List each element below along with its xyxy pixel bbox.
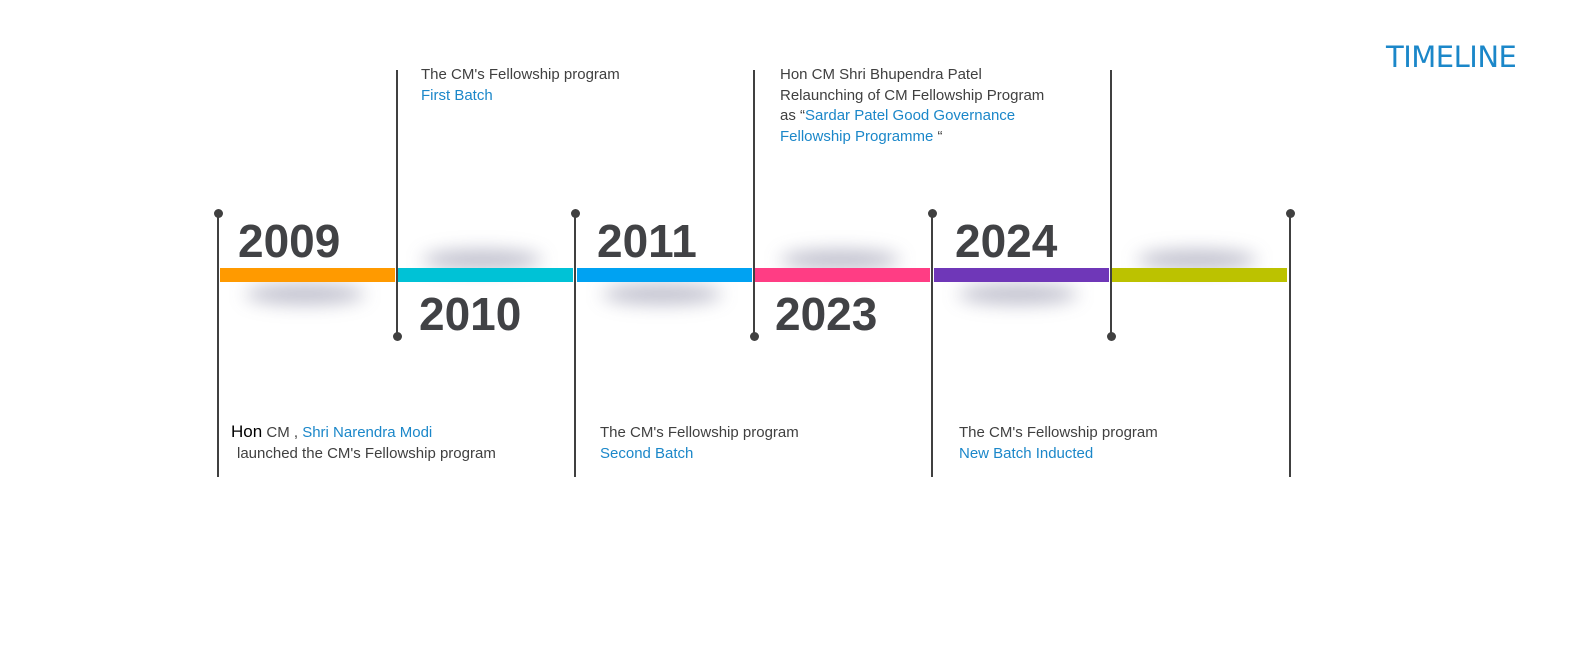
caption-highlight: Shri Narendra Modi [302, 424, 433, 441]
caption-line: launched the CM's Fellowship program [237, 444, 496, 462]
caption-highlight: First Batch [421, 86, 493, 104]
year-label-2009: 2009 [238, 215, 341, 267]
connector-line-2010 [396, 70, 398, 336]
event-caption-2009: Hon CM , Shri Narendra Modi launched the… [231, 422, 496, 464]
segment-shadow [602, 284, 722, 304]
connector-dot-2011 [570, 209, 580, 218]
connector-dot-2024 [927, 209, 937, 218]
year-label-2011: 2011 [597, 215, 697, 267]
caption-cm: CM , [262, 424, 303, 441]
caption-hon: Hon [231, 422, 263, 441]
segment-shadow [245, 284, 365, 304]
event-caption-2010: The CM's Fellowship program First Batch [421, 65, 620, 106]
timeline-segment-6 [1112, 268, 1287, 282]
connector-dot-post-2024 [1106, 332, 1116, 341]
segment-shadow [780, 250, 900, 270]
timeline-segment-3 [577, 268, 752, 282]
connector-dot-end [1285, 209, 1295, 218]
caption-line: as “Sardar Patel Good Governance [780, 106, 1044, 127]
caption-highlight: Fellowship Programme [780, 127, 934, 145]
timeline-segment-5 [934, 268, 1109, 282]
year-label-2023: 2023 [775, 288, 878, 340]
segment-shadow [422, 250, 542, 270]
connector-dot-2009 [213, 209, 223, 218]
caption-highlight: Sardar Patel Good Governance [805, 107, 1016, 124]
segment-shadow [958, 284, 1078, 304]
caption-line: Hon CM , Shri Narendra Modi [231, 422, 496, 444]
connector-line-2024 [931, 213, 933, 477]
connector-line-2009 [217, 213, 219, 477]
timeline-title: TIMELINE [1386, 40, 1517, 74]
caption-highlight: Second Batch [600, 444, 694, 462]
caption-line: The CM's Fellowship program [600, 424, 799, 441]
connector-line-2011 [574, 213, 576, 477]
connector-line-2023 [753, 70, 755, 336]
connector-line-post-2024 [1110, 70, 1112, 336]
year-label-2010: 2010 [419, 288, 522, 340]
caption-line: The CM's Fellowship program [959, 424, 1158, 441]
caption-prefix: as “ [780, 107, 806, 124]
caption-line: Relaunching of CM Fellowship Program [780, 86, 1045, 104]
connector-dot-2023 [749, 332, 759, 341]
caption-suffix: “ [933, 127, 943, 145]
connector-dot-2010 [392, 332, 402, 341]
event-caption-2023: Hon CM Shri Bhupendra Patel Relaunching … [780, 65, 1044, 147]
event-caption-2024: The CM's Fellowship program New Batch In… [959, 423, 1158, 464]
caption-line: Hon CM Shri Bhupendra Patel [780, 66, 982, 83]
timeline-segment-2 [398, 268, 573, 282]
caption-line: Fellowship Programme “ [780, 127, 1044, 148]
event-caption-2011: The CM's Fellowship program Second Batch [600, 423, 799, 464]
connector-line-end [1289, 213, 1291, 477]
segment-shadow [1137, 250, 1257, 270]
timeline-segment-1 [220, 268, 395, 282]
caption-line: The CM's Fellowship program [421, 66, 620, 83]
year-label-2024: 2024 [955, 215, 1058, 267]
caption-highlight: New Batch Inducted [959, 444, 1094, 462]
timeline-segment-4 [755, 268, 930, 282]
